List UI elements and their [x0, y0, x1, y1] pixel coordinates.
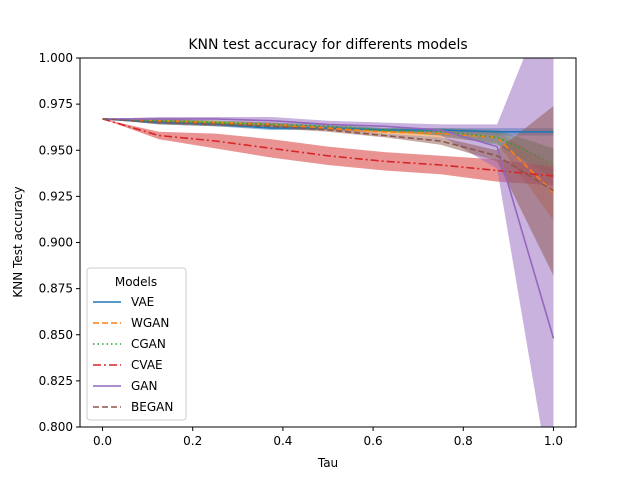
x-tick-label: 0.4: [273, 434, 292, 448]
x-tick-label: 0.2: [183, 434, 202, 448]
legend-box: [86, 267, 187, 421]
x-tick-label: 0.8: [454, 434, 473, 448]
y-axis-label: KNN Test accuracy: [11, 186, 25, 297]
x-tick-label: 0.6: [364, 434, 383, 448]
series-line-gan: [102, 118, 555, 339]
band-began: [102, 106, 554, 276]
legend-label-vae: VAE: [131, 295, 154, 309]
band-cvae: [102, 118, 554, 186]
legend-title: Models: [115, 275, 157, 289]
y-tick-label: 0.925: [39, 189, 73, 203]
x-axis-label: Tau: [317, 456, 338, 470]
legend-label-began: BEGAN: [131, 400, 173, 414]
chart-title: KNN test accuracy for differents models: [188, 37, 467, 53]
legend-label-cvae: CVAE: [131, 358, 163, 372]
series-lines: [102, 118, 555, 339]
y-tick-label: 0.800: [39, 420, 73, 434]
legend-label-wgan: WGAN: [131, 316, 169, 330]
y-tick-label: 1.000: [39, 51, 73, 65]
series-line-wgan: [102, 118, 555, 194]
y-tick-label: 0.950: [39, 143, 73, 157]
plot-area: 0.0 0.2 0.4 0.6 0.8 1.0 0.800 0.825 0.850 0.875 0.…: [39, 51, 577, 448]
legend-label-cgan: CGAN: [131, 337, 166, 351]
series-line-cvae: [102, 118, 554, 177]
x-tick-label: 1.0: [544, 434, 563, 448]
legend: Models VAE WGAN CGAN CVAE GAN BEGAN: [86, 267, 187, 421]
legend-label-gan: GAN: [131, 379, 157, 393]
y-tick-label: 0.900: [39, 236, 73, 250]
series-line-began: [102, 118, 554, 192]
y-tick-label: 0.825: [39, 374, 73, 388]
y-tick-label: 0.850: [39, 328, 73, 342]
x-tick-label: 0.0: [93, 434, 112, 448]
series-line-cgan: [102, 118, 554, 164]
y-tick-label: 0.975: [39, 97, 73, 111]
y-tick-label: 0.875: [39, 282, 73, 296]
